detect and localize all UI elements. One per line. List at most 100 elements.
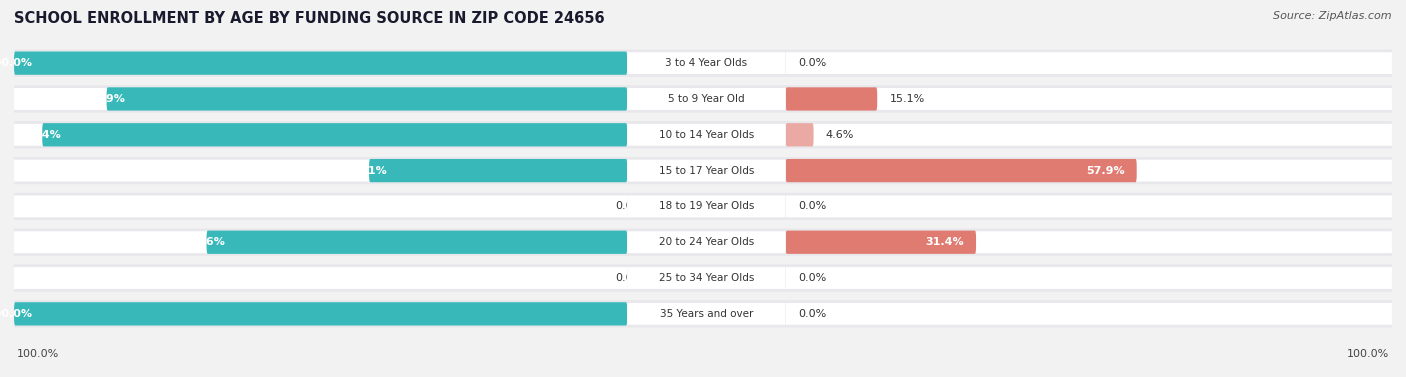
Text: 15 to 17 Year Olds: 15 to 17 Year Olds [659, 166, 754, 176]
FancyBboxPatch shape [627, 157, 786, 184]
FancyBboxPatch shape [14, 157, 627, 184]
Text: 0.0%: 0.0% [797, 201, 827, 211]
FancyBboxPatch shape [786, 231, 976, 254]
FancyBboxPatch shape [627, 121, 786, 148]
FancyBboxPatch shape [786, 86, 1392, 112]
FancyBboxPatch shape [627, 303, 786, 325]
FancyBboxPatch shape [14, 265, 627, 291]
Text: 0.0%: 0.0% [614, 201, 643, 211]
FancyBboxPatch shape [627, 50, 786, 77]
Text: 10 to 14 Year Olds: 10 to 14 Year Olds [659, 130, 754, 140]
FancyBboxPatch shape [786, 159, 1136, 182]
FancyBboxPatch shape [627, 265, 786, 291]
Text: SCHOOL ENROLLMENT BY AGE BY FUNDING SOURCE IN ZIP CODE 24656: SCHOOL ENROLLMENT BY AGE BY FUNDING SOUR… [14, 11, 605, 26]
FancyBboxPatch shape [786, 88, 1392, 110]
FancyBboxPatch shape [786, 86, 1392, 112]
Text: 0.0%: 0.0% [797, 58, 827, 68]
Text: 0.0%: 0.0% [797, 273, 827, 283]
FancyBboxPatch shape [786, 121, 1392, 148]
FancyBboxPatch shape [14, 231, 627, 253]
FancyBboxPatch shape [786, 231, 1392, 253]
Text: 95.4%: 95.4% [22, 130, 60, 140]
FancyBboxPatch shape [786, 160, 1392, 181]
FancyBboxPatch shape [14, 88, 627, 110]
FancyBboxPatch shape [786, 267, 1392, 289]
Text: 42.1%: 42.1% [349, 166, 388, 176]
FancyBboxPatch shape [786, 87, 877, 110]
FancyBboxPatch shape [627, 229, 786, 256]
FancyBboxPatch shape [627, 121, 786, 148]
Text: 100.0%: 100.0% [17, 349, 59, 359]
Text: 35 Years and over: 35 Years and over [659, 309, 754, 319]
FancyBboxPatch shape [627, 50, 786, 77]
FancyBboxPatch shape [207, 231, 627, 254]
Text: 5 to 9 Year Old: 5 to 9 Year Old [668, 94, 745, 104]
FancyBboxPatch shape [627, 52, 786, 74]
Text: 4.6%: 4.6% [825, 130, 853, 140]
FancyBboxPatch shape [627, 124, 786, 146]
Text: 100.0%: 100.0% [1347, 349, 1389, 359]
FancyBboxPatch shape [14, 193, 627, 220]
FancyBboxPatch shape [786, 229, 1392, 256]
FancyBboxPatch shape [370, 159, 627, 182]
FancyBboxPatch shape [627, 300, 786, 327]
FancyBboxPatch shape [14, 265, 627, 291]
FancyBboxPatch shape [786, 193, 1392, 220]
Text: Source: ZipAtlas.com: Source: ZipAtlas.com [1274, 11, 1392, 21]
FancyBboxPatch shape [627, 267, 786, 289]
FancyBboxPatch shape [786, 123, 814, 146]
FancyBboxPatch shape [627, 193, 786, 220]
FancyBboxPatch shape [14, 300, 627, 327]
FancyBboxPatch shape [14, 229, 627, 256]
FancyBboxPatch shape [627, 265, 786, 291]
FancyBboxPatch shape [42, 123, 627, 146]
FancyBboxPatch shape [786, 300, 1392, 327]
FancyBboxPatch shape [14, 52, 627, 75]
FancyBboxPatch shape [627, 160, 786, 181]
FancyBboxPatch shape [627, 229, 786, 256]
FancyBboxPatch shape [627, 300, 786, 327]
Text: 100.0%: 100.0% [0, 309, 32, 319]
FancyBboxPatch shape [14, 160, 627, 181]
Text: 18 to 19 Year Olds: 18 to 19 Year Olds [659, 201, 754, 211]
FancyBboxPatch shape [14, 86, 627, 112]
Text: 84.9%: 84.9% [86, 94, 125, 104]
Text: 20 to 24 Year Olds: 20 to 24 Year Olds [659, 237, 754, 247]
Text: 15.1%: 15.1% [890, 94, 925, 104]
FancyBboxPatch shape [786, 157, 1392, 184]
FancyBboxPatch shape [14, 121, 627, 148]
FancyBboxPatch shape [627, 193, 786, 220]
FancyBboxPatch shape [627, 231, 786, 253]
FancyBboxPatch shape [786, 50, 1392, 77]
FancyBboxPatch shape [14, 50, 627, 77]
FancyBboxPatch shape [14, 86, 627, 112]
Text: 31.4%: 31.4% [925, 237, 965, 247]
Text: 0.0%: 0.0% [797, 309, 827, 319]
FancyBboxPatch shape [14, 302, 627, 325]
FancyBboxPatch shape [786, 196, 1392, 217]
FancyBboxPatch shape [786, 121, 1392, 148]
FancyBboxPatch shape [786, 265, 1392, 291]
Text: 100.0%: 100.0% [0, 58, 32, 68]
FancyBboxPatch shape [627, 86, 786, 112]
Text: 3 to 4 Year Olds: 3 to 4 Year Olds [665, 58, 748, 68]
FancyBboxPatch shape [786, 52, 1392, 74]
FancyBboxPatch shape [14, 300, 627, 327]
FancyBboxPatch shape [627, 86, 786, 112]
FancyBboxPatch shape [107, 87, 627, 110]
FancyBboxPatch shape [627, 157, 786, 184]
FancyBboxPatch shape [14, 124, 627, 146]
FancyBboxPatch shape [786, 50, 1392, 77]
FancyBboxPatch shape [786, 300, 1392, 327]
FancyBboxPatch shape [786, 265, 1392, 291]
FancyBboxPatch shape [786, 124, 1392, 146]
FancyBboxPatch shape [627, 196, 786, 217]
FancyBboxPatch shape [14, 229, 627, 256]
Text: 57.9%: 57.9% [1085, 166, 1125, 176]
Text: 68.6%: 68.6% [186, 237, 225, 247]
FancyBboxPatch shape [627, 88, 786, 110]
FancyBboxPatch shape [14, 50, 627, 77]
FancyBboxPatch shape [14, 196, 627, 217]
FancyBboxPatch shape [14, 267, 627, 289]
FancyBboxPatch shape [14, 121, 627, 148]
